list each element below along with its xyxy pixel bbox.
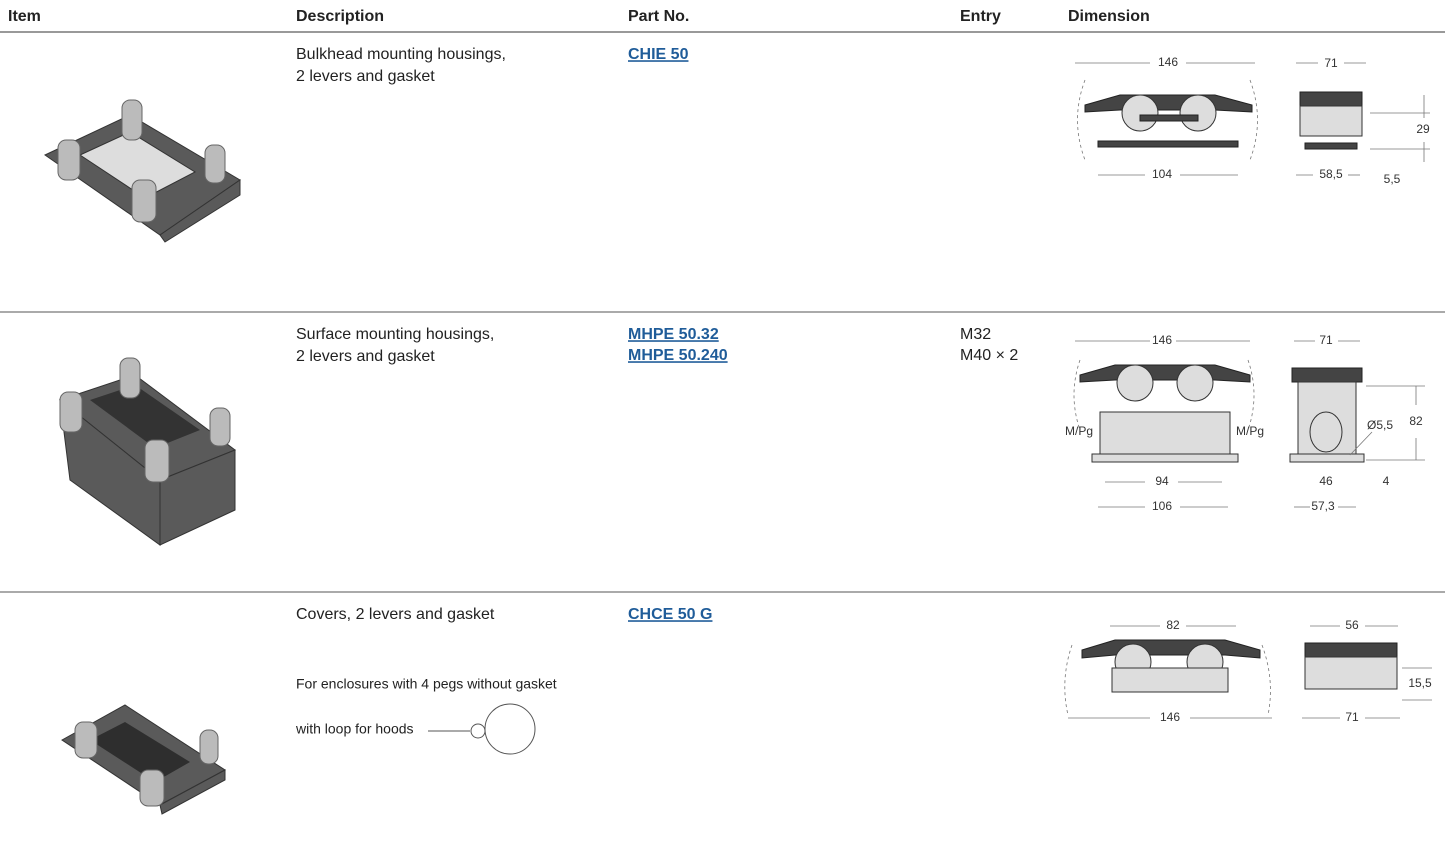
dimension-label: 4 (1383, 474, 1390, 488)
description: Bulkhead mounting housings, (296, 46, 506, 63)
description: 2 levers and gasket (296, 68, 435, 85)
dimension-label: Ø5,5 (1367, 418, 1393, 432)
dimension-drawing (1075, 62, 1430, 176)
dimension-label: 5,5 (1384, 172, 1401, 186)
dimension-label: 104 (1152, 167, 1172, 181)
column-header: Entry (960, 8, 1001, 25)
description: 2 levers and gasket (296, 348, 435, 365)
dimension-label: 146 (1152, 333, 1172, 347)
dimension-label: 71 (1324, 56, 1338, 70)
dimension-label: 82 (1409, 414, 1423, 428)
column-header: Description (296, 8, 384, 25)
dimension-label: 146 (1160, 710, 1180, 724)
part-number-link[interactable]: MHPE 50.32 (628, 326, 719, 343)
note: with loop for hoods (295, 721, 414, 737)
part-number-link[interactable]: CHCE 50 G (628, 606, 712, 623)
dimension-label: M/Pg (1065, 424, 1093, 438)
dimension-drawing (1073, 340, 1425, 508)
product-image (58, 357, 237, 546)
part-number-link[interactable]: CHIE 50 (628, 46, 689, 63)
dimension-label: 58,5 (1319, 167, 1343, 181)
dimension-drawing (1064, 625, 1432, 719)
dimension-label: 56 (1345, 618, 1359, 632)
column-header: Dimension (1068, 8, 1150, 25)
dimension-label: 57,3 (1311, 499, 1335, 513)
entry: M40 × 2 (960, 347, 1018, 364)
dimension-label: 94 (1155, 474, 1169, 488)
dimension-label: 46 (1319, 474, 1333, 488)
column-header: Item (8, 8, 41, 25)
note: For enclosures with 4 pegs without gaske… (296, 676, 557, 692)
entry: M32 (960, 326, 991, 343)
dimension-label: 146 (1158, 55, 1178, 69)
dimension-label: 29 (1416, 122, 1430, 136)
dimension-label: 71 (1345, 710, 1359, 724)
part-number-link[interactable]: MHPE 50.240 (628, 347, 728, 364)
product-image (44, 99, 241, 243)
dimension-label: 15,5 (1408, 676, 1432, 690)
product-image (61, 704, 226, 815)
column-header: Part No. (628, 8, 689, 25)
description: Surface mounting housings, (296, 326, 494, 343)
dimension-label: 71 (1319, 333, 1333, 347)
dimension-label: M/Pg (1236, 424, 1264, 438)
dimension-label: 106 (1152, 499, 1172, 513)
description: Covers, 2 levers and gasket (296, 606, 495, 623)
loop-icon (428, 703, 536, 755)
dimension-label: 82 (1166, 618, 1180, 632)
